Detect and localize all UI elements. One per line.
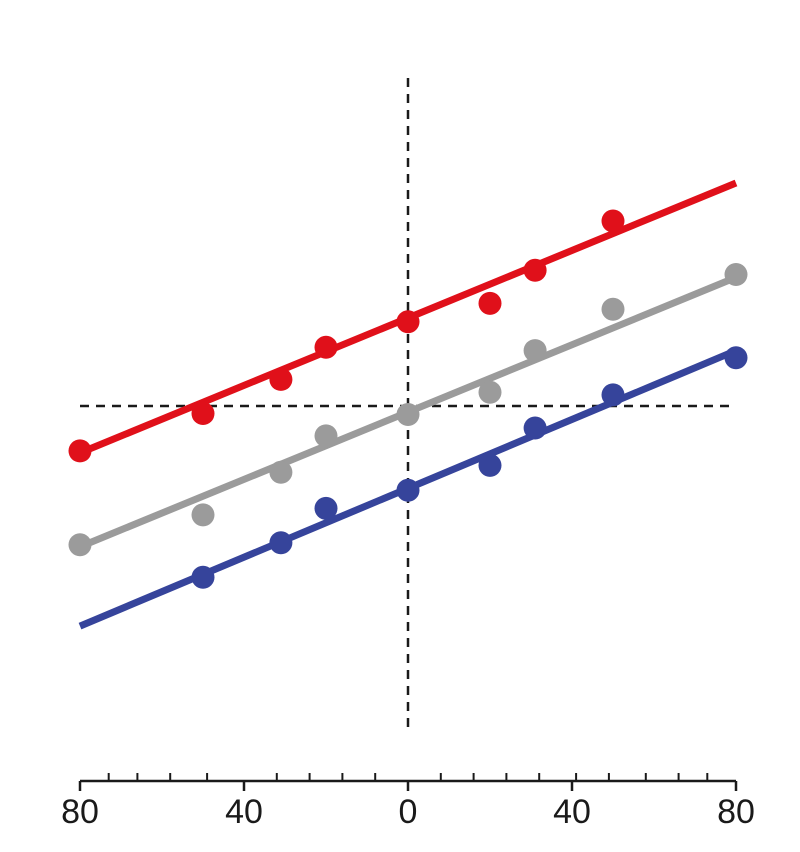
x-tick-label-4: 80: [717, 793, 755, 831]
series-2-point-6: [601, 383, 625, 407]
series-2-point-7: [724, 346, 748, 370]
series-1-point-6: [523, 339, 547, 363]
series-1-point-1: [191, 503, 215, 527]
series-0: [68, 179, 738, 463]
series-0-point-6: [523, 258, 547, 282]
series-2-point-0: [191, 565, 215, 589]
series-1-point-4: [396, 403, 420, 427]
series-2-point-4: [478, 453, 502, 477]
series-1-point-8: [724, 262, 748, 286]
series-0-point-1: [191, 402, 215, 426]
series-0-point-5: [478, 291, 502, 315]
series-0-point-3: [314, 335, 338, 359]
series-0-point-7: [601, 209, 625, 233]
series-0-point-2: [269, 367, 293, 391]
x-tick-label-1: 40: [225, 793, 263, 831]
x-tick-label-2: 0: [399, 793, 418, 831]
series-1-point-3: [314, 424, 338, 448]
series-2: [78, 346, 748, 630]
series-layer: [68, 179, 748, 630]
series-1-point-7: [601, 297, 625, 321]
series-1-point-0: [68, 533, 92, 557]
x-tick-label-0: 80: [61, 793, 99, 831]
series-2-point-5: [523, 416, 547, 440]
x-tick-label-3: 40: [553, 793, 591, 831]
series-1-point-2: [269, 460, 293, 484]
x-axis: 80 40 0 40 80: [61, 773, 755, 831]
series-0-point-4: [396, 310, 420, 334]
series-1-point-5: [478, 380, 502, 404]
series-1: [68, 262, 748, 557]
series-0-point-0: [68, 439, 92, 463]
series-2-point-2: [314, 496, 338, 520]
series-2-point-3: [396, 478, 420, 502]
series-2-point-1: [269, 531, 293, 555]
